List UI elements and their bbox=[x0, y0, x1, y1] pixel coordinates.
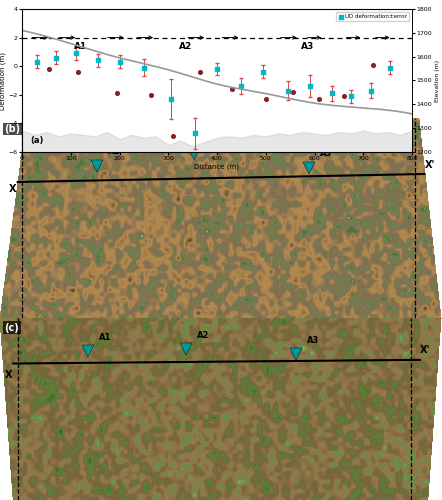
Text: (b): (b) bbox=[4, 124, 20, 134]
Point bbox=[316, 95, 323, 103]
UD deformation±error bbox=[94, 56, 101, 64]
UD deformation±error bbox=[367, 86, 374, 94]
Text: A1: A1 bbox=[74, 42, 87, 51]
Text: A1: A1 bbox=[99, 333, 112, 342]
Text: X': X' bbox=[420, 344, 430, 354]
UD deformation±error bbox=[53, 54, 60, 62]
Point bbox=[75, 68, 82, 76]
UD deformation±error bbox=[306, 82, 313, 90]
UD deformation±error bbox=[141, 64, 148, 72]
UD deformation±error bbox=[238, 82, 245, 90]
X-axis label: Distance (m): Distance (m) bbox=[194, 164, 240, 170]
Text: A3: A3 bbox=[301, 42, 314, 51]
Y-axis label: Elevation (m): Elevation (m) bbox=[434, 60, 440, 102]
UD deformation±error bbox=[260, 68, 267, 76]
Text: A3: A3 bbox=[320, 149, 333, 158]
UD deformation±error bbox=[72, 50, 79, 58]
Text: X: X bbox=[9, 184, 16, 194]
Point bbox=[114, 90, 121, 98]
Point bbox=[370, 61, 377, 69]
Point bbox=[148, 91, 155, 99]
Text: (c): (c) bbox=[4, 322, 19, 332]
UD deformation±error bbox=[284, 86, 291, 94]
UD deformation±error bbox=[167, 95, 174, 103]
Text: A2: A2 bbox=[179, 42, 192, 51]
UD deformation±error bbox=[347, 92, 354, 100]
Point bbox=[262, 95, 269, 103]
Text: X': X' bbox=[424, 160, 434, 170]
UD deformation±error bbox=[33, 58, 40, 66]
Text: (a): (a) bbox=[30, 136, 43, 145]
Text: A2: A2 bbox=[197, 331, 209, 340]
Point bbox=[228, 85, 235, 93]
Text: A1: A1 bbox=[108, 147, 121, 156]
Legend: UD deformation±error: UD deformation±error bbox=[335, 12, 409, 21]
UD deformation±error bbox=[328, 90, 335, 98]
UD deformation±error bbox=[191, 130, 198, 138]
UD deformation±error bbox=[213, 65, 221, 73]
Text: A3: A3 bbox=[307, 336, 320, 345]
Point bbox=[170, 132, 177, 140]
UD deformation±error bbox=[386, 64, 393, 72]
Point bbox=[45, 65, 52, 73]
Point bbox=[289, 88, 296, 96]
Text: X: X bbox=[4, 370, 12, 380]
UD deformation±error bbox=[116, 58, 123, 66]
Y-axis label: Deformation (m): Deformation (m) bbox=[0, 52, 6, 110]
Text: A2: A2 bbox=[206, 135, 218, 144]
Point bbox=[196, 68, 203, 76]
Point bbox=[340, 92, 347, 100]
